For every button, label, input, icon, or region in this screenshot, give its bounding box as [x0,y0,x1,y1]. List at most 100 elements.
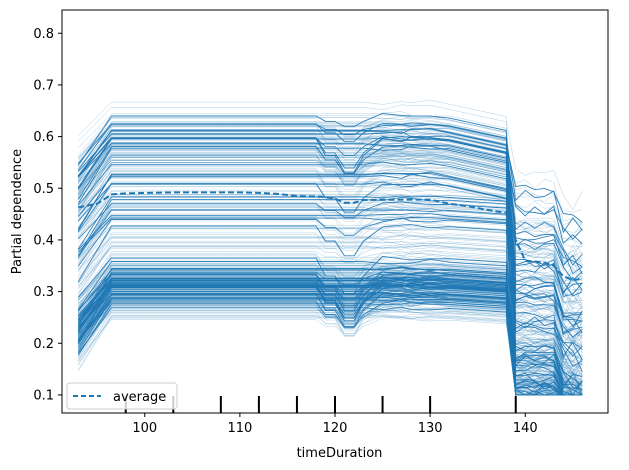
ice-curve [77,284,583,396]
ice-curve [77,309,583,396]
ice-curve [77,304,583,396]
ice-curve [77,270,583,396]
ice-curve [77,268,583,396]
ice-curve [78,288,583,396]
ice-curve [78,148,583,328]
ice-curve [78,273,583,396]
ice-curve [77,145,583,275]
ice-curve [78,266,583,396]
ice-curve [77,292,583,396]
ice-curve [77,264,583,396]
ice-curve [77,131,583,275]
ice-curve [77,125,583,289]
ice-curve [77,201,583,363]
x-axis-label: timeDuration [297,446,383,461]
ice-curve [77,293,583,387]
ice-curve [77,137,583,318]
ice-curve [78,244,583,396]
ice-curve [77,142,583,321]
ice-curve [77,146,583,392]
ice-curve [77,272,583,396]
ice-curve [77,234,583,318]
ice-curve [77,213,583,334]
ice-curve [77,258,583,361]
ice-curve [78,246,583,396]
ice-curve [77,213,583,344]
ice-curve [78,99,583,384]
ice-curve [78,142,583,307]
ice-curve [77,147,583,263]
ice-curve [78,168,583,294]
ice-curve [77,290,583,396]
ice-curve [78,173,583,280]
ice-curve [78,143,583,297]
ice-curve [78,277,583,396]
ice-curve [78,115,583,276]
ice-curve [78,280,583,395]
ice-curve [78,130,583,238]
ice-curve [78,140,583,302]
ice-curve [77,271,583,396]
ice-curve [78,155,583,390]
ice-curve [78,281,583,396]
ice-curve [77,201,583,306]
legend-box [66,382,178,410]
y-axis-label: Partial dependence [10,149,25,274]
ice-curve [78,209,583,321]
y-axis: 0.1 0.2 0.3 0.4 0.5 0.6 0.7 0.8 [33,27,62,403]
ice-curve [77,154,583,304]
x-axis: 100 110 120 130 140 [132,413,538,436]
ice-curve [77,201,583,338]
ice-curve [77,286,583,396]
ice-curve [77,180,583,285]
ice-curve [78,153,583,396]
ice-curve [78,222,583,396]
ice-curve [78,281,583,396]
ice-curve [77,287,583,396]
y-tick-label: 0.1 [33,388,54,403]
ice-curve [77,279,583,396]
ice-curve [77,292,583,384]
ice-curve [77,216,583,333]
ice-curve [77,172,583,281]
ice-curve [77,276,583,396]
x-tick-label: 140 [513,421,538,436]
ice-curve [78,278,583,396]
ice-curve [77,195,583,396]
ice-curve [77,226,583,338]
ice-curve [77,128,583,266]
ice-curve [78,173,583,290]
ice-curve [77,241,583,339]
ice-curve [77,141,583,285]
ice-curve [77,161,583,376]
ice-curve [77,209,583,396]
ice-curve [77,153,583,318]
ice-curve [77,181,583,293]
ice-curve [77,155,583,309]
ice-curve [77,240,583,374]
ice-curve [77,136,583,335]
ice-curve [77,226,583,366]
x-tick-label: 110 [227,421,252,436]
ice-curve [78,307,583,396]
x-tick-label: 120 [323,421,348,436]
ice-curve [78,144,583,379]
ice-curve [77,250,583,343]
ice-curve [77,145,583,240]
ice-curve [77,275,583,396]
ice-curve [77,164,583,269]
ice-curve [77,139,583,267]
ice-curve [78,280,583,396]
ice-curve [77,282,583,396]
ice-curve [77,211,583,381]
ice-curve [78,104,583,211]
ice-curve [77,124,583,213]
ice-curve [77,293,583,396]
ice-curve [77,182,583,396]
ice-curve [78,267,583,396]
ice-curve [77,272,583,396]
ice-curve [78,195,583,396]
ice-curve [78,192,583,341]
ice-curve [77,115,583,246]
ice-curve [78,142,583,368]
